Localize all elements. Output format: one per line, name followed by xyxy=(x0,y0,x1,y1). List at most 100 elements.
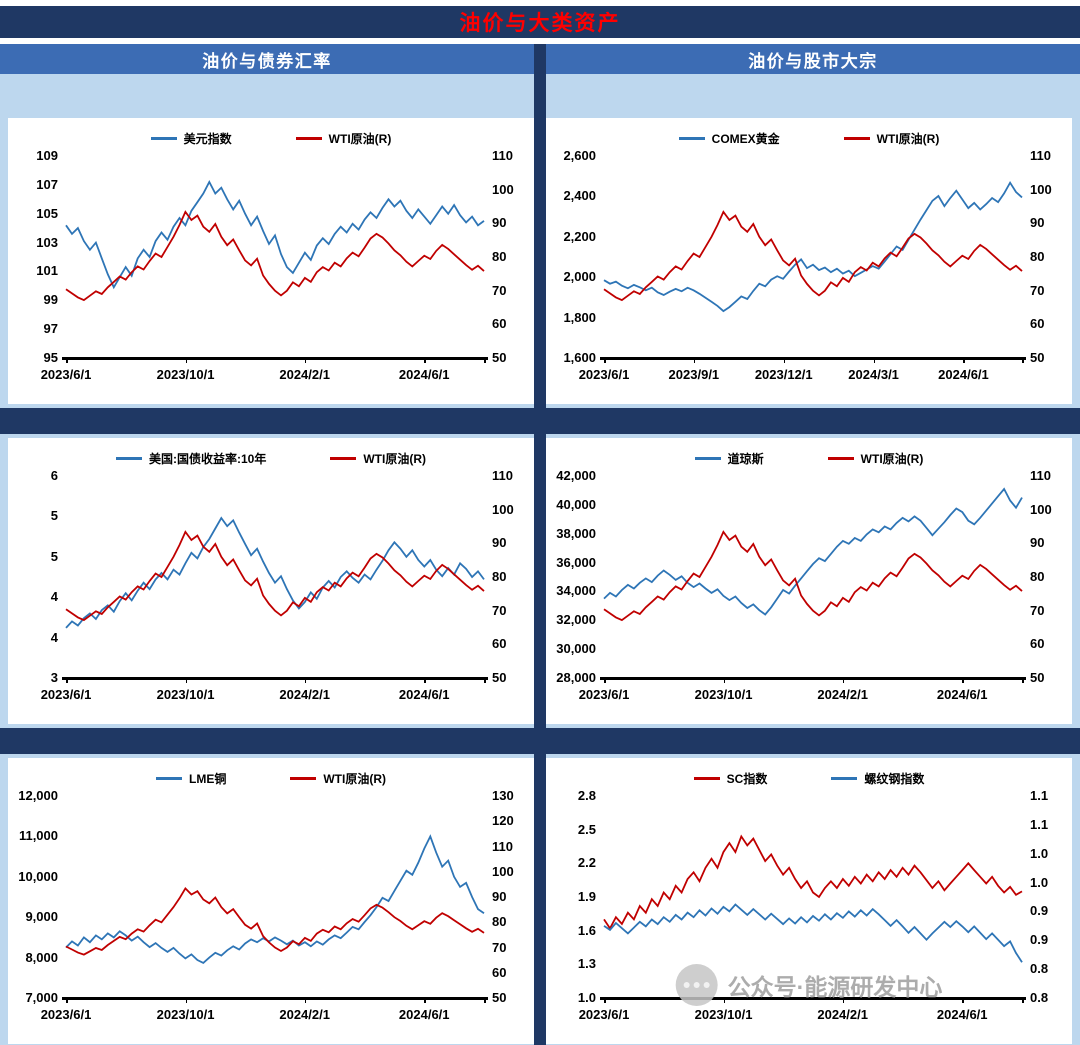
left-axis-label: 1.0 xyxy=(577,990,596,1005)
legend-item: 螺纹钢指数 xyxy=(831,770,924,787)
axis-tick xyxy=(604,358,606,363)
left-axis-label: 11,000 xyxy=(18,828,58,844)
left-axis-label: 32,000 xyxy=(556,612,596,628)
right-axis-label: 80 xyxy=(1030,249,1045,264)
logo-dot xyxy=(693,981,700,988)
legend-line-sample xyxy=(693,777,720,780)
right-axis-label: 70 xyxy=(1030,282,1045,298)
x-axis-label: 2024/3/1 xyxy=(848,367,899,382)
axis-tick xyxy=(962,998,964,1003)
axis-tick xyxy=(604,678,606,683)
left-axis-label: 28,000 xyxy=(556,670,596,685)
left-axis-label: 109 xyxy=(36,148,58,163)
legend-line-sample xyxy=(843,137,870,140)
left-axis-label: 2.5 xyxy=(577,821,596,837)
axis-tick xyxy=(185,358,188,363)
right-axis-label: 70 xyxy=(492,939,507,955)
axis-tick xyxy=(723,998,726,1003)
left-axis-label: 40,000 xyxy=(556,496,596,512)
legend-item: WTI原油(R) xyxy=(295,130,392,147)
x-axis-label: 2024/6/1 xyxy=(398,367,450,382)
left-axis-label: 4 xyxy=(50,629,58,645)
left-axis-label: 2,000 xyxy=(563,269,596,285)
chart-dow-jones-vs-wti: 道琼斯 WTI原油(R) 42,000 40,000 38,000 36,000 34,00… xyxy=(546,438,1072,724)
right-axis-label: 70 xyxy=(492,282,507,298)
legend-label: WTI原油(R) xyxy=(323,772,386,786)
report-title: 油价与大类资产 xyxy=(459,12,621,35)
left-axis-label: 8,000 xyxy=(25,949,58,965)
right-axis-label: 50 xyxy=(1030,350,1045,365)
logo-dot xyxy=(703,981,710,988)
axis-tick xyxy=(185,678,188,683)
left-axis-label: 1.3 xyxy=(577,956,596,972)
chart-us10y-yield-vs-wti: 美国:国债收益率:10年 WTI原油(R) 6 5 5 4 4 3 110 100 90 80 70 60… xyxy=(8,438,534,724)
right-axis-label: 90 xyxy=(492,889,507,904)
x-axis-label: 2023/6/1 xyxy=(578,687,630,702)
x-axis-label: 2024/2/1 xyxy=(817,1007,868,1022)
right-axis-label: 1.0 xyxy=(1030,874,1049,890)
right-axis-label: 110 xyxy=(492,468,513,483)
legend-item: 美国:国债收益率:10年 xyxy=(116,450,266,467)
plot-area xyxy=(603,834,1023,963)
section-header-bonds-fx: 油价与债券汇率 xyxy=(0,44,534,74)
right-axis-label: 100 xyxy=(1030,181,1052,197)
x-axis-label: 2024/6/1 xyxy=(936,1007,988,1022)
right-axis-label: 50 xyxy=(492,990,507,1005)
x-axis-line xyxy=(62,357,488,360)
right-axis-label: 60 xyxy=(1030,316,1045,332)
right-axis-label: 90 xyxy=(492,535,507,551)
left-axis-label: 2,600 xyxy=(563,148,596,163)
legend-label: WTI原油(R) xyxy=(860,452,924,466)
right-axis-label: 60 xyxy=(1030,636,1045,652)
legend-label: 美元指数 xyxy=(183,132,232,146)
left-axis-label: 105 xyxy=(36,205,58,221)
axis-tick xyxy=(1022,678,1024,683)
legend-line-sample xyxy=(290,777,317,780)
legend-item: COMEX黄金 xyxy=(678,130,780,147)
x-axis-label: 2024/6/1 xyxy=(938,367,989,382)
watermark-text: 公众号·能源研发中心 xyxy=(727,973,943,1000)
row-separator-1 xyxy=(0,408,1080,434)
legend-line-sample xyxy=(150,137,177,140)
report-title-bar: 油价与大类资产 xyxy=(0,6,1080,38)
plot-area xyxy=(65,180,485,302)
legend-label: WTI原油(R) xyxy=(876,132,940,146)
left-axis-label: 1.9 xyxy=(577,889,596,904)
left-axis-label: 7,000 xyxy=(25,990,58,1005)
plot-area xyxy=(603,180,1023,313)
chart-legend: LME铜 WTI原油(R) xyxy=(8,770,534,787)
left-axis-label: 34,000 xyxy=(556,583,596,599)
series-line xyxy=(65,834,485,964)
left-axis-label: 95 xyxy=(43,350,58,365)
x-axis-label: 2023/9/1 xyxy=(668,367,720,382)
right-axis-label: 70 xyxy=(1030,602,1045,618)
chart-legend: COMEX黄金 WTI原油(R) xyxy=(546,130,1072,147)
right-axis-label: 60 xyxy=(492,964,507,980)
left-axis-label: 12,000 xyxy=(18,788,58,803)
chart-usd-index-vs-wti: 美元指数 WTI原油(R) 109 107 105 103 101 99 97 95 110 100 9… xyxy=(8,118,534,404)
left-axis-label: 1,800 xyxy=(563,309,596,325)
left-axis-label: 4 xyxy=(50,589,58,605)
axis-tick xyxy=(304,358,307,363)
right-axis-label: 1.1 xyxy=(1030,816,1049,832)
right-axis-label: 100 xyxy=(492,501,514,517)
right-axis-label: 50 xyxy=(492,670,507,685)
x-axis-label: 2024/6/1 xyxy=(936,687,988,702)
series-line xyxy=(65,886,485,956)
right-axis-label: 100 xyxy=(1030,501,1052,517)
left-axis-label: 9,000 xyxy=(25,909,58,925)
x-axis-label: 2023/6/1 xyxy=(40,367,92,382)
legend-label: SC指数 xyxy=(726,772,768,786)
x-axis-label: 2023/10/1 xyxy=(156,367,215,382)
series-line xyxy=(603,903,1023,963)
legend-label: WTI原油(R) xyxy=(328,132,392,146)
legend-line-sample xyxy=(694,457,721,460)
right-axis-label: 70 xyxy=(492,602,507,618)
left-axis-label: 38,000 xyxy=(556,525,596,541)
logo-dot xyxy=(683,981,690,988)
x-axis-label: 2023/10/1 xyxy=(694,1007,753,1022)
right-axis-label: 120 xyxy=(492,813,514,829)
legend-line-sample xyxy=(295,137,322,140)
x-axis-label: 2023/10/1 xyxy=(156,1007,215,1022)
axis-tick xyxy=(693,358,696,363)
